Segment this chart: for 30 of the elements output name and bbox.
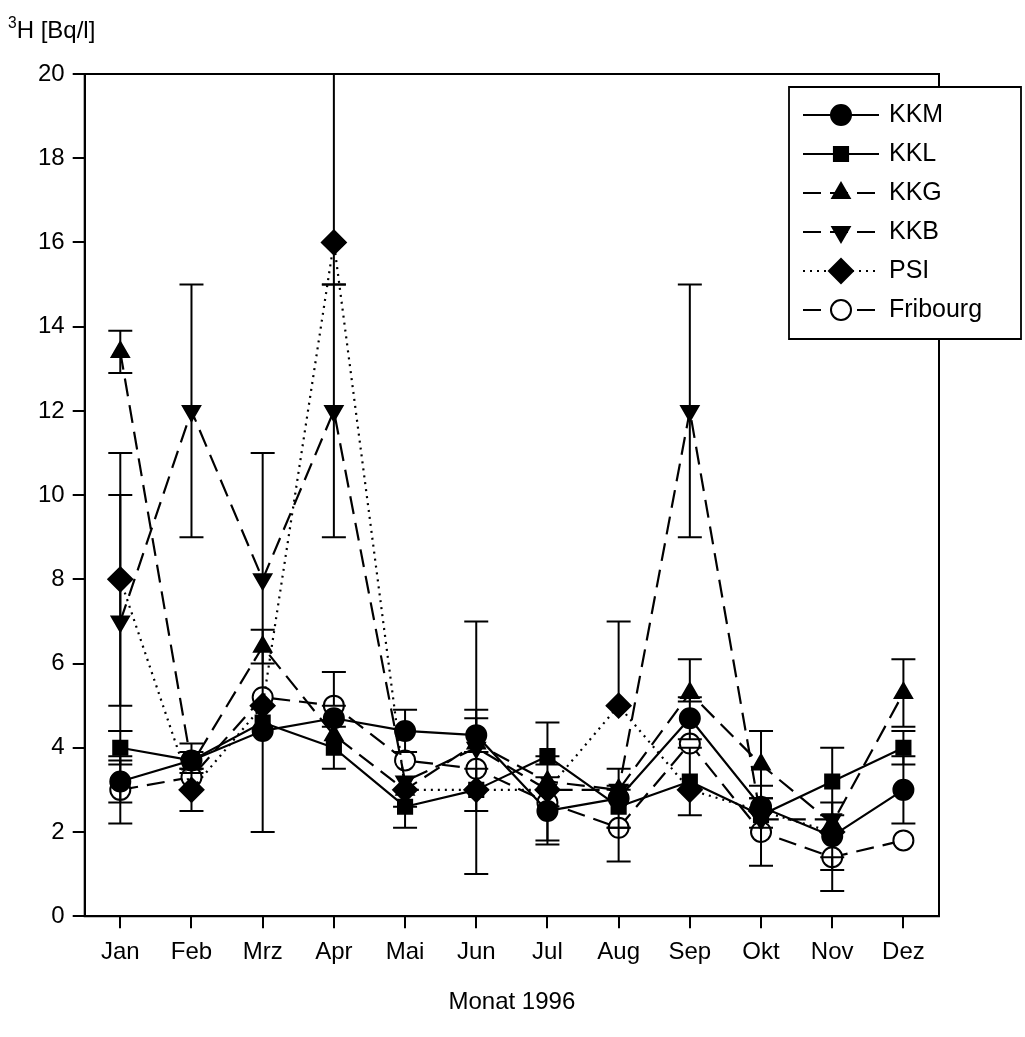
y-tick-label: 12 [37,395,65,423]
x-tick-label: Sep [668,937,712,965]
legend-label: KKG [889,176,942,205]
x-tick-label: Okt [742,937,781,965]
x-tick-label: Nov [810,937,854,965]
x-tick-label: Dez [882,937,925,965]
y-tick-label: 2 [51,816,65,844]
legend-label: KKL [889,137,937,166]
x-tick-label: Feb [170,937,213,965]
x-tick-label: Jun [456,937,496,965]
x-tick-label: Mai [385,937,425,965]
x-tick-label: Jul [532,937,563,965]
y-tick-label: 16 [37,227,65,255]
legend-label: KKB [889,215,940,244]
x-axis-title: Monat 1996 [448,987,576,1014]
y-tick-label: 0 [51,900,65,928]
legend-label: Fribourg [889,293,983,322]
y-tick-label: 20 [37,58,65,86]
y-tick-label: 10 [37,479,65,507]
legend-label: KKM [889,98,944,127]
x-tick-label: Mrz [242,937,283,965]
x-tick-label: Apr [315,937,353,965]
legend-label: PSI [889,254,930,283]
x-tick-label: Jan [100,937,140,965]
x-tick-label: Aug [597,937,640,965]
y-tick-label: 14 [37,311,65,339]
y-tick-label: 18 [37,142,65,170]
y-tick-label: 6 [51,648,65,676]
y-tick-label: 8 [51,563,65,591]
y-tick-label: 4 [51,732,65,760]
